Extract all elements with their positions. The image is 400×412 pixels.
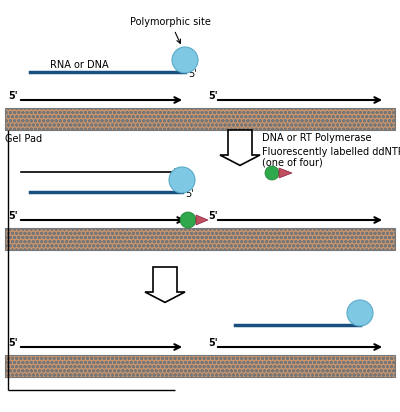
Circle shape — [172, 47, 198, 73]
Text: 5': 5' — [8, 211, 18, 221]
Bar — [5, 108, 395, 130]
Text: 5': 5' — [8, 91, 18, 101]
Text: 5': 5' — [208, 211, 218, 221]
Polygon shape — [279, 168, 292, 178]
Circle shape — [265, 166, 279, 180]
Text: 5': 5' — [208, 91, 218, 101]
Text: Fluorescently labelled ddNTP: Fluorescently labelled ddNTP — [262, 147, 400, 157]
Circle shape — [169, 167, 195, 193]
Polygon shape — [220, 130, 260, 165]
Text: 5': 5' — [362, 315, 371, 325]
Text: RNA or DNA: RNA or DNA — [50, 60, 109, 70]
Text: 5': 5' — [185, 189, 194, 199]
Text: Gel Pad: Gel Pad — [5, 134, 42, 144]
Text: 5': 5' — [208, 338, 218, 348]
Text: DNA or RT Polymerase: DNA or RT Polymerase — [262, 133, 372, 143]
Polygon shape — [196, 215, 208, 225]
Circle shape — [180, 212, 196, 228]
Text: 5': 5' — [8, 338, 18, 348]
Text: Polymorphic site: Polymorphic site — [130, 17, 211, 43]
Polygon shape — [145, 267, 185, 302]
Text: (one of four): (one of four) — [262, 157, 323, 167]
Bar — [5, 228, 395, 250]
Circle shape — [347, 300, 373, 326]
Text: 5': 5' — [188, 69, 197, 79]
Bar — [5, 355, 395, 377]
